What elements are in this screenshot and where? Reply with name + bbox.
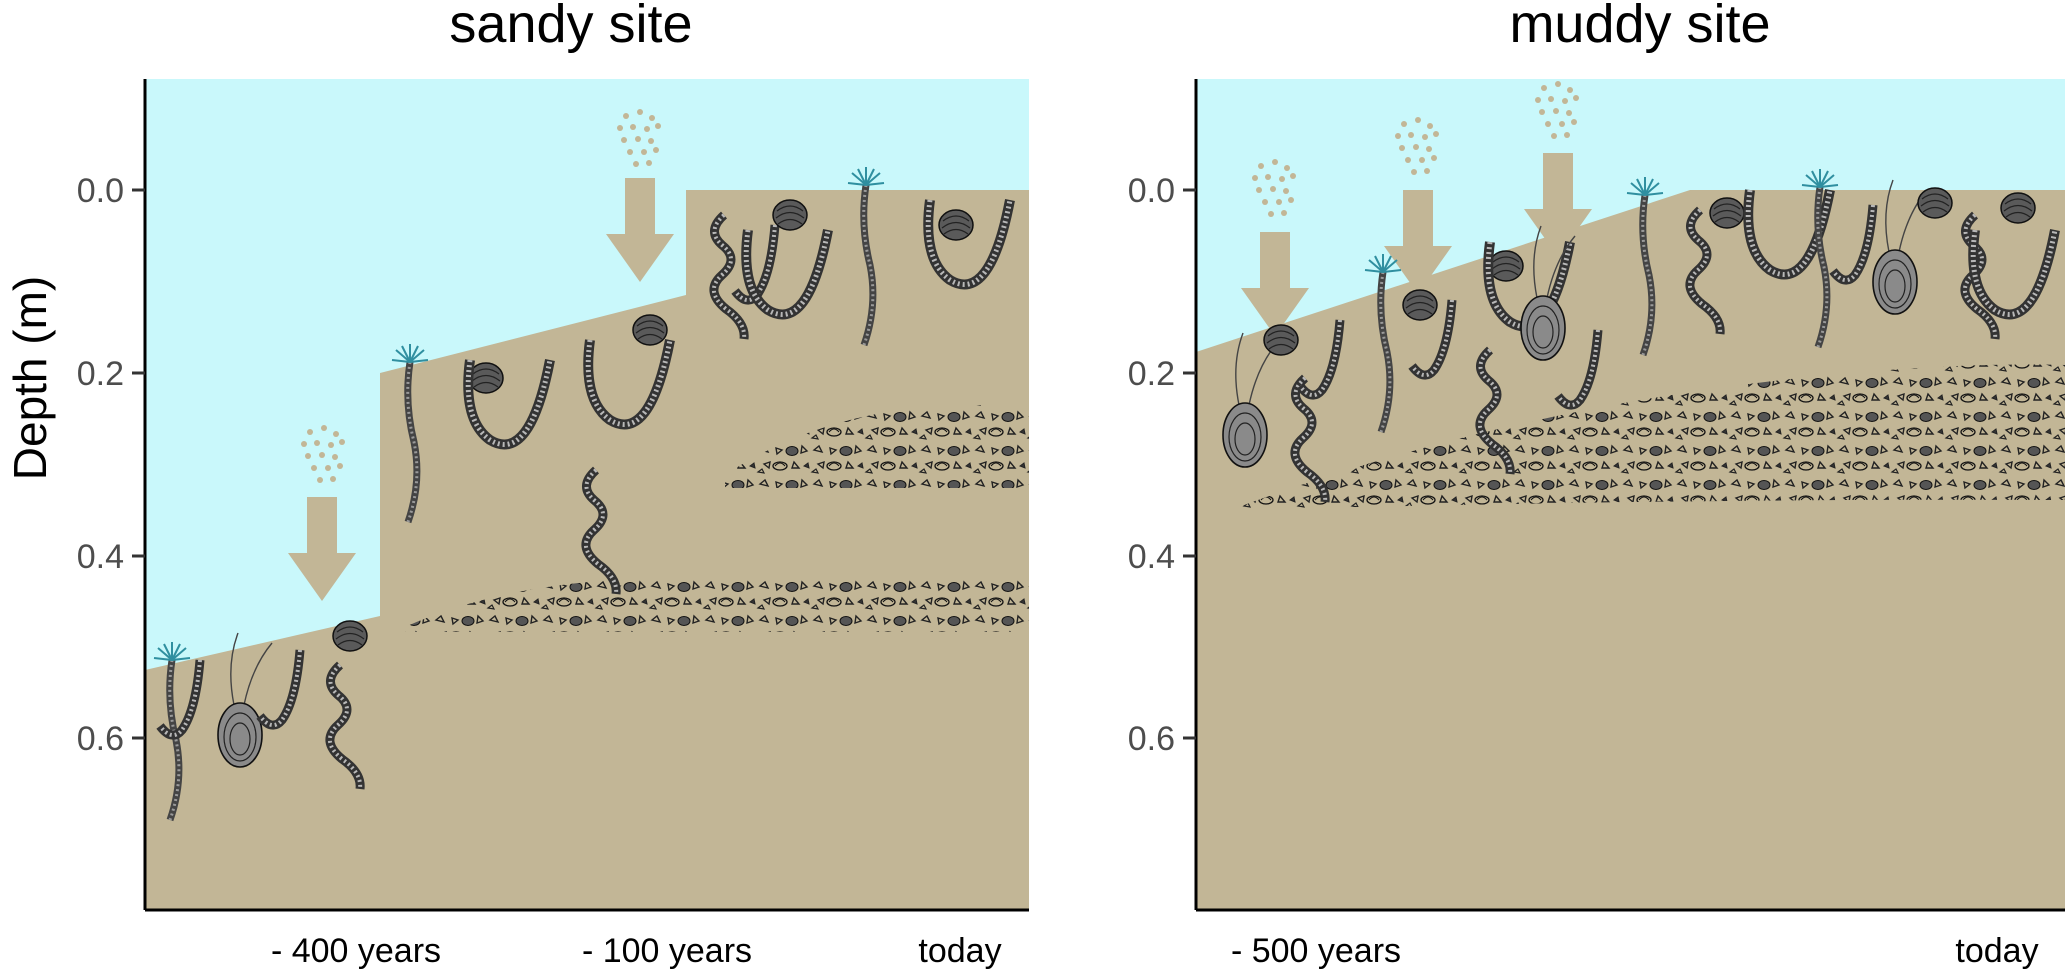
bivalve-shell-icon: [632, 314, 668, 346]
y-tick-label: 0.6: [1128, 720, 1175, 758]
bivalve-shell-icon: [1917, 187, 1953, 219]
panel-sandy-site: sandy site: [77, 0, 1029, 970]
y-axis-label: Depth (m): [4, 276, 56, 480]
bivalve-shell-icon: [1488, 250, 1524, 282]
time-label: - 500 years: [1231, 932, 1401, 970]
bivalve-shell-icon: [1709, 197, 1745, 229]
panel-title: muddy site: [1509, 0, 1770, 54]
shell-hash-layer: [1236, 364, 2065, 510]
y-axis-ticks: 0.0 0.2 0.4 0.6: [1128, 172, 1196, 758]
y-tick-label: 0.0: [77, 172, 124, 210]
time-label: - 100 years: [582, 932, 752, 970]
time-label: today: [918, 932, 1001, 970]
bivalve-shell-icon: [938, 209, 974, 241]
bivalve-shell-icon: [772, 199, 808, 231]
y-tick-label: 0.2: [1128, 355, 1175, 393]
shell-hash-layer: [725, 405, 1029, 488]
bivalve-shell-icon: [2000, 192, 2036, 224]
bivalve-shell-icon: [1402, 289, 1438, 321]
y-tick-label: 0.4: [77, 538, 124, 576]
y-tick-label: 0.4: [1128, 538, 1175, 576]
shell-hash-layer: [405, 576, 1029, 632]
time-label: today: [1955, 932, 2038, 970]
y-tick-label: 0.2: [77, 355, 124, 393]
panel-title: sandy site: [449, 0, 692, 54]
y-tick-label: 0.6: [77, 720, 124, 758]
y-axis-ticks: 0.0 0.2 0.4 0.6: [77, 172, 145, 758]
panel-muddy-site: muddy site: [1128, 0, 2065, 970]
bivalve-shell-icon: [332, 620, 368, 652]
time-label: - 400 years: [271, 932, 441, 970]
y-tick-label: 0.0: [1128, 172, 1175, 210]
bivalve-shell-icon: [1263, 324, 1299, 356]
